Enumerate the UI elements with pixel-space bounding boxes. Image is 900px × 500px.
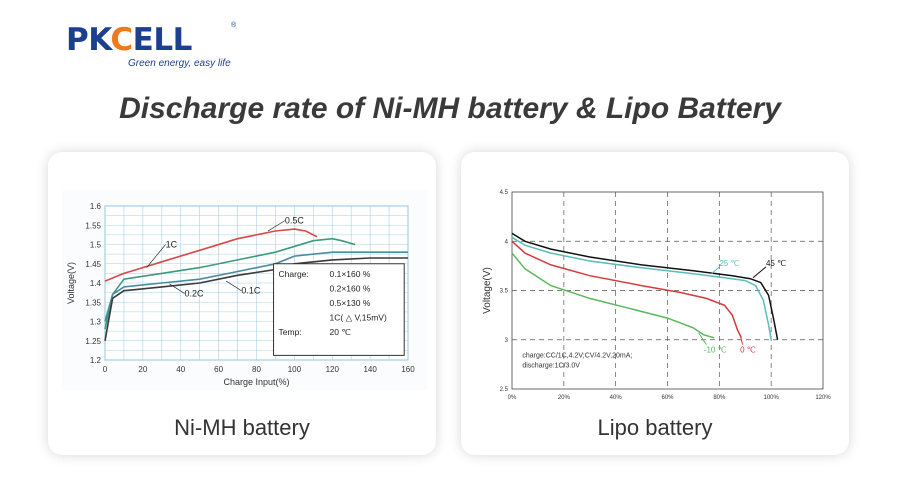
pkcell-logo: PKCELL ® Green energy, easy life xyxy=(66,22,246,74)
annotation-leader xyxy=(226,280,242,291)
y-tick-label: 1.6 xyxy=(90,202,102,211)
x-tick-label: 0 xyxy=(103,365,108,374)
x-tick-label: 20% xyxy=(558,395,571,401)
annotation-label: 0.1C xyxy=(241,286,261,296)
x-tick-label: 40 xyxy=(176,365,185,374)
logo-slogan: Green energy, easy life xyxy=(128,58,231,69)
info-box-key: Temp: xyxy=(279,327,302,337)
x-tick-label: 40% xyxy=(610,395,623,401)
annotation-leader xyxy=(267,220,286,232)
x-tick-label: 0% xyxy=(508,395,517,401)
logo-letter: L xyxy=(153,22,173,58)
y-tick-label: 1.25 xyxy=(85,337,101,346)
annotation-arrow xyxy=(739,334,744,345)
x-tick-label: 100% xyxy=(763,395,779,401)
series-line xyxy=(511,240,743,339)
x-tick-label: 20 xyxy=(138,365,147,374)
annotation-leader xyxy=(169,283,185,294)
info-box-value: 0.2×160 % xyxy=(330,283,371,293)
y-axis-label: Voltage(V) xyxy=(66,262,76,304)
info-box-key: Charge: xyxy=(279,269,309,279)
x-tick-label: 120% xyxy=(815,395,831,401)
x-tick-label: 80 xyxy=(252,365,261,374)
annotation-arrow xyxy=(711,266,720,275)
series-line xyxy=(511,252,715,339)
info-box-value: 0.5×130 % xyxy=(330,298,371,308)
x-tick-label: 100 xyxy=(288,365,302,374)
info-box-value: 20 ℃ xyxy=(330,327,352,337)
y-tick-label: 1.4 xyxy=(90,279,102,288)
page-title: Discharge rate of Ni-MH battery & Lipo B… xyxy=(119,92,781,125)
y-tick-label: 4 xyxy=(505,239,509,245)
annotation-label: 1C xyxy=(166,240,178,250)
y-tick-label: 2.5 xyxy=(500,387,509,393)
annotation-label: 0.2C xyxy=(185,288,205,298)
y-tick-label: 1.45 xyxy=(85,260,101,269)
y-tick-label: 1.3 xyxy=(90,318,102,327)
logo-letter: E xyxy=(132,22,154,58)
annotation-label: -10 ℃ xyxy=(704,346,727,355)
info-box-value: 0.1×160 % xyxy=(330,269,371,279)
nimh-discharge-chart: 0 20 40 60 80 100 120 140 160 1.2 1.25 1.3 1.35 1.4 1.… xyxy=(62,190,427,390)
annotation-label: 45 ℃ xyxy=(766,259,786,268)
y-tick-label: 1.5 xyxy=(90,241,102,250)
y-tick-label: 3.5 xyxy=(500,289,509,295)
condition-text: charge:CC/1C,4.2V;CV/4.2V,20mA; xyxy=(522,352,632,359)
x-tick-label: 160 xyxy=(401,365,415,374)
series-line xyxy=(104,251,408,322)
x-axis-label: Charge Input(%) xyxy=(223,377,289,387)
series-line xyxy=(511,236,772,340)
y-tick-label: 4.5 xyxy=(500,190,509,196)
info-box-value: 1C( △ V,15mV) xyxy=(330,312,387,322)
lipo-card-label: Lipo battery xyxy=(597,415,713,440)
y-tick-label: 3 xyxy=(505,338,509,344)
y-axis-label: Voltage(V) xyxy=(482,267,493,314)
x-tick-label: 60% xyxy=(661,395,674,401)
logo-registered-mark: ® xyxy=(231,22,237,29)
series-line xyxy=(104,228,318,282)
logo-letter: C xyxy=(110,22,133,58)
series-line xyxy=(104,237,356,330)
info-box xyxy=(273,263,405,356)
annotation-arrow xyxy=(698,332,707,345)
annotation-label: 25 ℃ xyxy=(719,259,739,268)
x-tick-label: 120 xyxy=(326,365,340,374)
x-tick-label: 60 xyxy=(214,365,223,374)
x-tick-label: 140 xyxy=(363,365,377,374)
annotation-arrow xyxy=(752,266,767,279)
annotation-label: 0 ℃ xyxy=(740,346,756,355)
x-tick-label: 80% xyxy=(713,395,726,401)
logo-letter: P xyxy=(66,22,89,58)
lipo-card: 0% 20% 40% 60% 80% 100% 120% 2.5 3 3.5 4 4.5 Voltage… xyxy=(461,152,849,455)
y-tick-label: 1.2 xyxy=(90,356,102,365)
y-tick-label: 1.55 xyxy=(85,221,101,230)
lipo-discharge-chart: 0% 20% 40% 60% 80% 100% 120% 2.5 3 3.5 4 4.5 Voltage… xyxy=(482,190,831,401)
series-line xyxy=(104,257,408,341)
logo-letter: K xyxy=(88,22,111,58)
nimh-card: 0 20 40 60 80 100 120 140 160 1.2 1.25 1.3 1.35 1.4 1.… xyxy=(48,152,436,455)
y-tick-label: 1.35 xyxy=(85,298,101,307)
logo-letter: L xyxy=(172,22,193,58)
condition-text: discharge:1C/3.0V xyxy=(522,362,580,369)
annotation-label: 0.5C xyxy=(285,216,305,226)
nimh-card-label: Ni-MH battery xyxy=(174,415,310,440)
logo-brand-text: PKCELL xyxy=(66,22,192,58)
annotation-leader xyxy=(146,244,166,268)
